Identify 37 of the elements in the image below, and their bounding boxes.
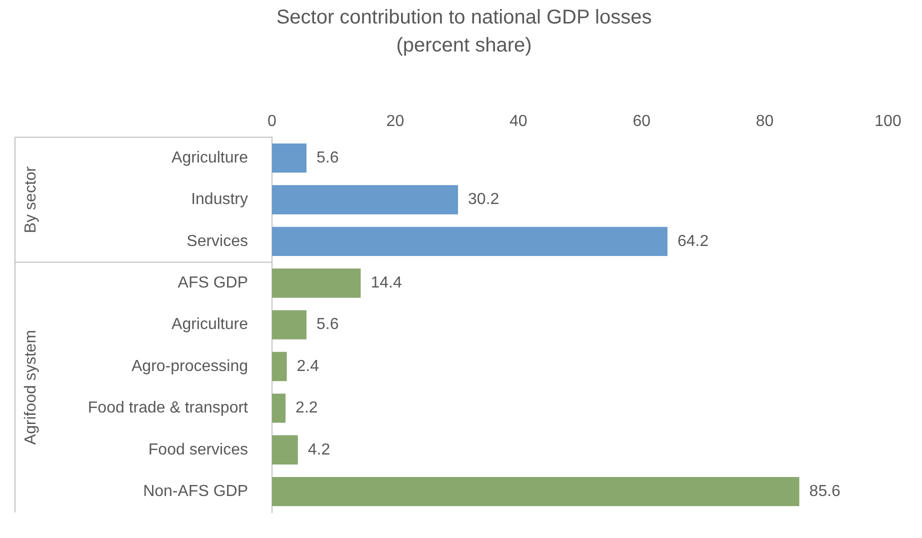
chart-subtitle: (percent share) (396, 34, 532, 57)
y-tick-label: Industry (191, 191, 248, 208)
y-tick-label: Food services (148, 441, 248, 458)
y-tick-label: Services (186, 232, 248, 250)
data-label: 5.6 (316, 316, 339, 334)
data-label: 30.2 (468, 191, 500, 208)
data-label: 2.4 (296, 358, 320, 375)
data-label: 14.4 (370, 274, 402, 292)
x-tick-label: 60 (632, 113, 651, 130)
data-label: 85.6 (809, 482, 841, 500)
chart-title: Sector contribution to national GDP losses (276, 6, 652, 29)
x-tick-label: 100 (874, 113, 902, 130)
y-tick-label: Agriculture (172, 149, 248, 166)
bar (272, 226, 668, 256)
y-tick-label: AFS GDP (178, 274, 248, 292)
bar (272, 310, 306, 340)
text: By sector (22, 166, 40, 234)
y-tick-label: Agriculture (172, 316, 248, 334)
data-label: 64.2 (677, 232, 709, 250)
y-tick-label: Agro-processing (132, 358, 248, 375)
bar (272, 268, 361, 298)
bar (272, 394, 286, 423)
x-tick-label: 0 (268, 113, 277, 130)
x-tick-label: 20 (386, 113, 404, 130)
x-tick-label: 80 (756, 113, 774, 130)
data-label: 5.6 (316, 149, 339, 166)
y-tick-label: Food trade & transport (88, 400, 249, 417)
bar (272, 352, 287, 382)
bar (272, 476, 800, 506)
bar (272, 143, 306, 173)
data-label: 2.2 (296, 400, 318, 417)
bar (272, 185, 458, 214)
bar (272, 435, 298, 464)
text: Agrifood system (22, 330, 40, 445)
data-label: 4.2 (308, 441, 330, 458)
y-tick-label: Non-AFS GDP (143, 482, 248, 500)
x-tick-label: 40 (510, 113, 528, 130)
